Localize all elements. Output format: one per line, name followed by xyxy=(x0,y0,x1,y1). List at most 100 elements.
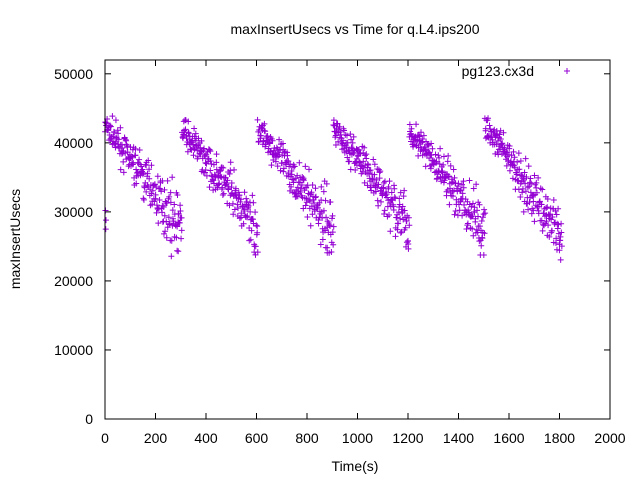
data-point xyxy=(445,152,452,159)
data-point xyxy=(376,169,383,176)
data-point xyxy=(149,187,156,194)
data-point xyxy=(516,166,523,173)
data-point xyxy=(312,185,319,192)
data-point xyxy=(429,145,436,152)
data-point xyxy=(344,139,351,146)
data-point xyxy=(274,163,281,170)
data-point xyxy=(316,214,323,221)
data-point xyxy=(319,236,326,243)
data-point xyxy=(479,214,486,221)
data-point xyxy=(318,197,325,204)
data-point xyxy=(451,174,458,181)
data-point xyxy=(138,163,145,170)
data-point xyxy=(261,120,268,127)
y-tick-label: 10000 xyxy=(54,342,93,358)
data-point xyxy=(388,189,395,196)
data-point xyxy=(230,211,237,218)
data-point xyxy=(514,158,521,165)
data-point xyxy=(115,136,122,143)
data-point xyxy=(168,253,175,260)
data-point xyxy=(380,179,387,186)
data-point xyxy=(451,211,458,218)
data-point xyxy=(167,199,174,206)
data-point xyxy=(522,155,529,162)
data-point xyxy=(553,211,560,218)
data-point xyxy=(459,190,466,197)
data-point xyxy=(492,133,499,140)
data-point xyxy=(528,180,535,187)
data-point xyxy=(510,148,517,155)
data-point xyxy=(112,117,119,124)
legend: pg123.cx3d xyxy=(462,63,570,79)
data-point xyxy=(178,214,185,221)
data-point xyxy=(391,185,398,192)
data-point xyxy=(155,220,162,227)
data-point xyxy=(370,156,377,163)
data-point xyxy=(117,166,124,173)
chart-title: maxInsertUsecs vs Time for q.L4.ips200 xyxy=(231,21,480,37)
data-point xyxy=(148,162,155,169)
data-point xyxy=(202,152,209,159)
x-tick-label: 1000 xyxy=(342,430,373,446)
data-point xyxy=(398,228,405,235)
data-point xyxy=(537,185,544,192)
data-point xyxy=(287,161,294,168)
data-point xyxy=(178,227,185,234)
data-point xyxy=(312,193,319,200)
y-axis-label: maxInsertUsecs xyxy=(7,189,23,289)
data-point xyxy=(459,181,466,188)
data-point xyxy=(556,247,563,254)
data-point-outlier xyxy=(102,226,109,233)
data-point xyxy=(315,220,322,227)
data-point xyxy=(535,174,542,181)
data-point xyxy=(499,140,506,147)
data-point xyxy=(278,160,285,167)
data-point xyxy=(468,203,475,210)
data-point xyxy=(473,226,480,233)
data-point xyxy=(276,136,283,143)
data-point xyxy=(307,222,314,229)
axis-ticks: 0 200 400 600 800 1000 1200 1400 1600 1800 2000010… xyxy=(54,60,626,446)
data-point xyxy=(527,175,534,182)
data-point xyxy=(455,180,462,187)
data-point xyxy=(434,175,441,182)
data-point xyxy=(234,205,241,212)
data-point xyxy=(518,172,525,179)
data-point xyxy=(544,195,551,202)
data-point xyxy=(217,173,224,180)
data-point xyxy=(475,213,482,220)
data-point xyxy=(395,220,402,227)
data-point xyxy=(229,200,236,207)
data-point xyxy=(213,151,220,158)
data-point xyxy=(163,234,170,241)
data-point xyxy=(401,207,408,214)
data-point xyxy=(177,202,184,209)
data-point xyxy=(425,142,432,149)
data-point xyxy=(397,229,404,236)
data-point xyxy=(340,145,347,152)
data-point xyxy=(160,230,167,237)
data-point xyxy=(530,198,537,205)
data-point xyxy=(460,178,467,185)
data-point xyxy=(557,233,564,240)
data-point xyxy=(174,192,181,199)
data-point xyxy=(460,184,467,191)
data-point xyxy=(385,183,392,190)
data-point xyxy=(159,202,166,209)
data-point xyxy=(110,133,117,140)
data-point xyxy=(241,189,248,196)
data-point xyxy=(398,206,405,213)
data-point xyxy=(228,179,235,186)
data-point xyxy=(348,136,355,143)
data-point xyxy=(159,177,166,184)
data-point xyxy=(302,202,309,209)
data-point xyxy=(312,194,319,201)
data-point xyxy=(496,131,503,138)
data-point xyxy=(207,167,214,174)
data-point xyxy=(470,185,477,192)
data-point xyxy=(202,167,209,174)
data-point xyxy=(523,173,530,180)
data-point xyxy=(520,176,527,183)
data-point xyxy=(330,241,337,248)
data-point xyxy=(173,234,180,241)
